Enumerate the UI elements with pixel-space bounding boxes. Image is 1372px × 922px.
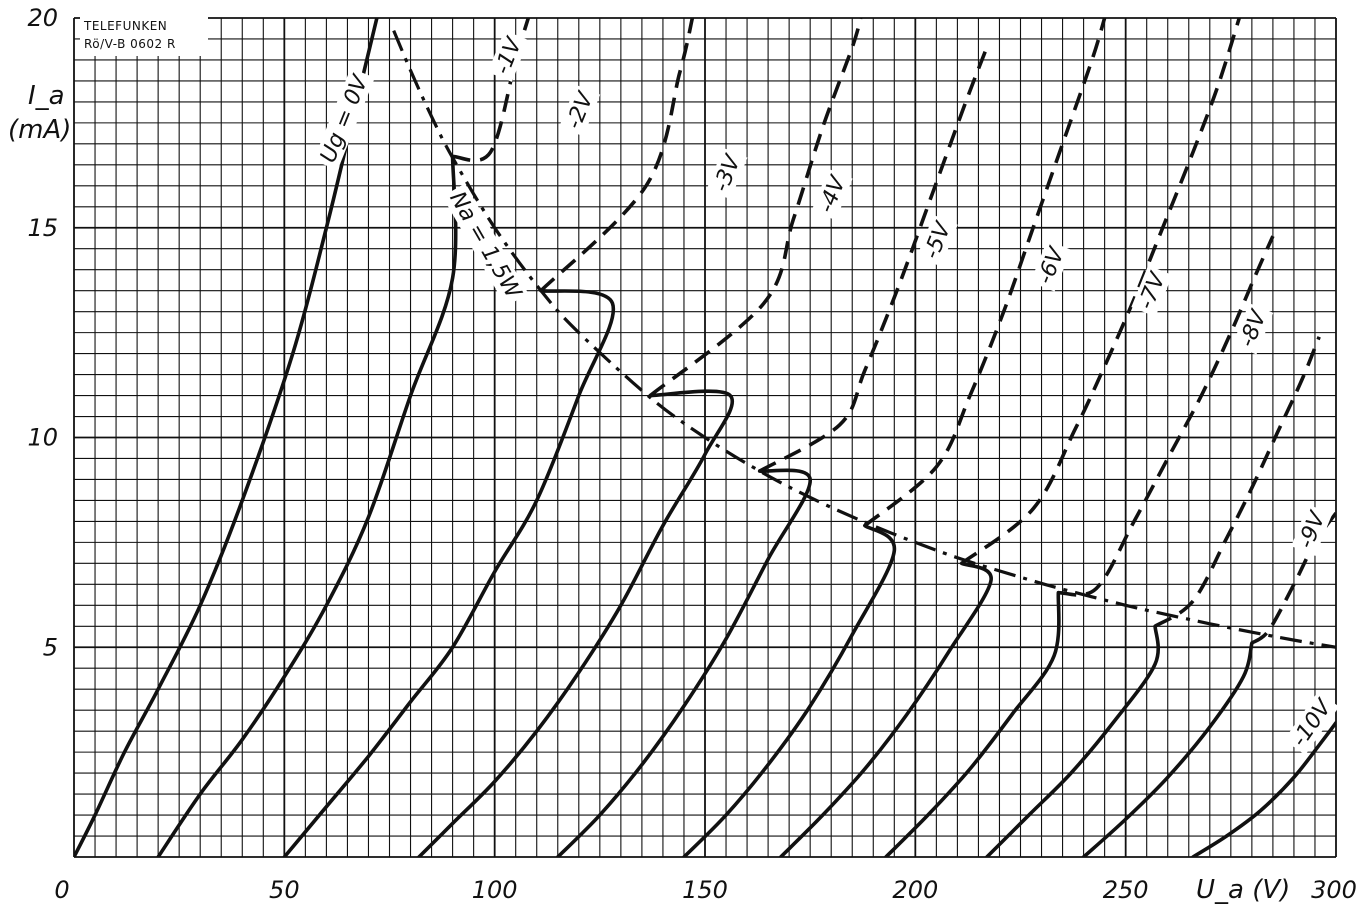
grid-curve-solid-7v [884,590,1061,857]
curve-label-2v: -2V [559,84,601,137]
curve-labels: Ug = 0V-1V-2V-3V -4V-5V-6V-7V-8V-9V-10VNa… [313,30,1340,755]
curve-label-background [916,214,958,267]
grid-curve-dashed-4v [758,46,989,473]
grid-curve-solid-4v [555,468,812,857]
curve-label-background [313,68,375,171]
y-axis-label-symbol: I_a [28,81,65,111]
grid-curve-solid-5v [682,523,897,857]
grid-curve-dashed-3v [649,18,863,397]
curve-label-background [442,183,529,307]
grid-curve-ug-0v [74,18,379,857]
manufacturer-name: TELEFUNKEN [83,19,167,33]
curve-label-6v: -6V [1030,240,1072,292]
grid-curve-solid-3v [417,389,734,857]
plate-curves [74,18,1336,857]
curve-label-7v: -7V [1131,265,1173,317]
y-tick-label: 20 [27,4,58,32]
curve-label-background [1232,303,1274,355]
curve-label-background [1291,504,1333,556]
curve-label-background [1131,265,1173,317]
y-axis-label: I_a (mA) [8,81,71,145]
grid-curve-10v [1191,720,1336,857]
curve-label-background [1030,240,1072,292]
grid-curve-dashed-1v [452,18,531,163]
y-axis-label-unit: (mA) [8,115,71,145]
grid [73,17,1337,858]
x-tick-label: 100 [472,876,518,904]
grid-curve-solid-8v [985,624,1160,857]
curve-label-background [811,168,853,221]
x-tick-label: 50 [269,876,300,904]
grid-curve-solid-9v [1081,641,1254,857]
y-tick-label: 5 [43,633,58,661]
grid-curve-dashed-5v [863,18,1107,527]
curve-label-3v: -3V [706,147,748,200]
curve-label-10v: -10V [1284,691,1340,755]
curve-label-background [706,147,748,200]
grid-curve-dashed-9v [1250,511,1336,645]
grid-curve-dashed-2v [539,18,695,292]
x-tick-label: 0 [54,876,69,904]
grid-curve-solid-1v [156,154,458,857]
manufacturer-box: TELEFUNKEN Rö/V-B 0602 R [80,14,208,56]
y-tick-label: 15 [27,214,58,242]
grid-curve-dashed-8v [1154,336,1321,628]
curve-label-background [487,30,529,82]
power-limit-curve-na-1-5w [392,29,1336,649]
y-tick-label: 10 [27,424,58,452]
x-tick-label: 150 [682,876,728,904]
curve-label-9v: -9V [1291,504,1333,556]
curve-label-background [559,84,601,137]
grid-curve-solid-2v [282,288,616,857]
grid-curve-dashed-6v [960,18,1241,565]
x-axis-label: U_a (V) [1196,875,1290,905]
manufacturer-code: Rö/V-B 0602 R [84,37,176,51]
curve-label-4v: -4V [811,168,853,221]
x-tick-label: 200 [892,876,938,904]
x-tick-label: 300 [1311,876,1357,904]
x-tick-label: 250 [1103,876,1149,904]
grid-curve-solid-6v [778,561,993,857]
curve-label-background [1284,691,1340,755]
axis-ticks: 0 50 100 150 200 250 300 5 10 15 20 [27,4,1356,904]
